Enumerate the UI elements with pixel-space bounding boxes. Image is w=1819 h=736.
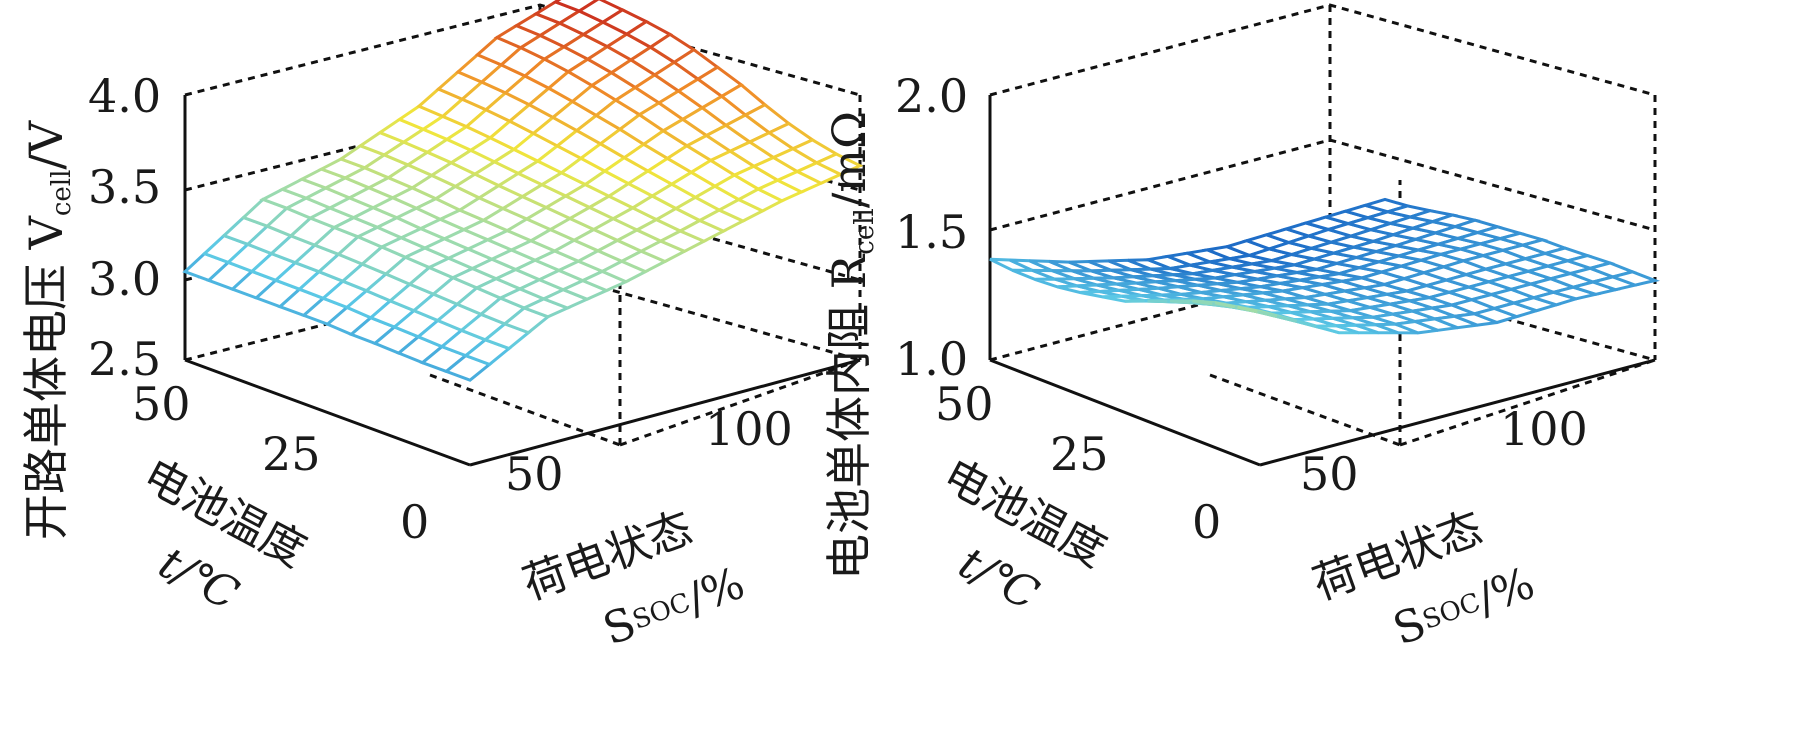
resistance-xtick-0: 0 <box>1192 495 1221 549</box>
voltage-xtick-0: 0 <box>400 495 429 549</box>
surface-cell <box>813 152 864 177</box>
voltage-surface-mesh <box>182 0 864 382</box>
voltage-ztick-3: 4.0 <box>88 69 161 123</box>
voltage-ylabel: 荷电状态 SSOC/% <box>516 502 751 655</box>
voltage-ytick-0: 50 <box>505 447 564 501</box>
voltage-zlabel-main: 开路单体电压 V <box>19 215 73 540</box>
voltage-ztick-0: 2.5 <box>88 332 161 386</box>
resistance-zlabel-sub: cell <box>850 208 880 255</box>
voltage-xlabel-line2: t/℃ <box>151 537 247 620</box>
voltage-surface-chart: 2.5 3.0 3.5 4.0 50 25 0 50 100 开路单体电压 Vc… <box>19 0 864 656</box>
resistance-ylabel-sub: SOC <box>1419 588 1485 636</box>
resistance-ztick-1: 1.5 <box>895 205 968 259</box>
voltage-ytick-100: 100 <box>705 402 793 456</box>
resistance-ytick-0: 50 <box>1300 447 1359 501</box>
resistance-xtick-25: 25 <box>1050 427 1109 481</box>
resistance-zlabel-unit: /mΩ <box>822 111 876 208</box>
resistance-zlabel: 电池单体内阻 Rcell/mΩ <box>822 111 880 580</box>
resistance-ztick-2: 2.0 <box>895 69 968 123</box>
resistance-axis-box <box>988 3 1657 467</box>
svg-text:电池单体内阻 Rcell/mΩ: 电池单体内阻 Rcell/mΩ <box>822 111 880 580</box>
resistance-ylabel: 荷电状态 SSOC/% <box>1306 502 1541 655</box>
resistance-surface-mesh <box>989 197 1661 335</box>
svg-text:开路单体电压 Vcell/V: 开路单体电压 Vcell/V <box>19 120 77 540</box>
voltage-ztick-1: 3.0 <box>88 252 161 306</box>
resistance-ztick-0: 1.0 <box>895 332 968 386</box>
voltage-xtick-50: 50 <box>132 377 191 431</box>
resistance-zlabel-main: 电池单体内阻 R <box>822 253 876 580</box>
voltage-zlabel-unit: /V <box>19 120 73 169</box>
resistance-surface-chart: 1.0 1.5 2.0 50 25 0 50 100 电池单体内阻 Rcell/… <box>822 3 1661 656</box>
voltage-xtick-25: 25 <box>262 427 321 481</box>
surface-cell <box>1607 270 1661 287</box>
resistance-xlabel-line2: t/℃ <box>951 537 1047 620</box>
voltage-ztick-2: 3.5 <box>88 160 161 214</box>
voltage-zlabel: 开路单体电压 Vcell/V <box>19 120 77 540</box>
resistance-xtick-50: 50 <box>935 377 994 431</box>
voltage-zlabel-sub: cell <box>47 170 77 217</box>
resistance-ytick-100: 100 <box>1500 402 1588 456</box>
voltage-ylabel-sub: SOC <box>629 588 695 636</box>
